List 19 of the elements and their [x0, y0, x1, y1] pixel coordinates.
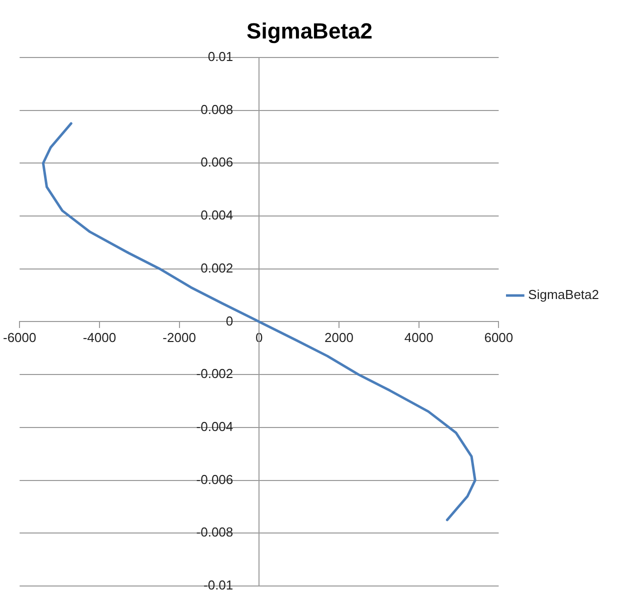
y-tick-label: 0.004 — [200, 208, 234, 223]
x-tick-label: 2000 — [324, 330, 354, 346]
y-tick-label: 0.01 — [208, 48, 234, 64]
y-tick-label: 0.008 — [200, 102, 234, 117]
x-tick-label: 4000 — [404, 330, 434, 346]
y-tick-label: -0.01 — [204, 578, 234, 591]
x-tick-label: -6000 — [3, 330, 36, 346]
y-tick-label: -0.006 — [196, 472, 234, 487]
chart-title: SigmaBeta2 — [246, 18, 372, 44]
x-tick-label: -2000 — [162, 330, 196, 346]
y-tick-label: -0.002 — [196, 366, 234, 382]
y-tick-label: 0.002 — [200, 260, 234, 276]
legend-label: SigmaBeta2 — [528, 287, 600, 302]
y-tick-label: 0 — [226, 313, 234, 328]
y-tick-label: -0.008 — [196, 524, 234, 540]
y-tick-label: -0.004 — [196, 419, 234, 434]
y-tick-label: 0.006 — [200, 154, 234, 170]
x-tick-label: 6000 — [484, 330, 514, 346]
x-tick-label: -4000 — [82, 330, 116, 346]
